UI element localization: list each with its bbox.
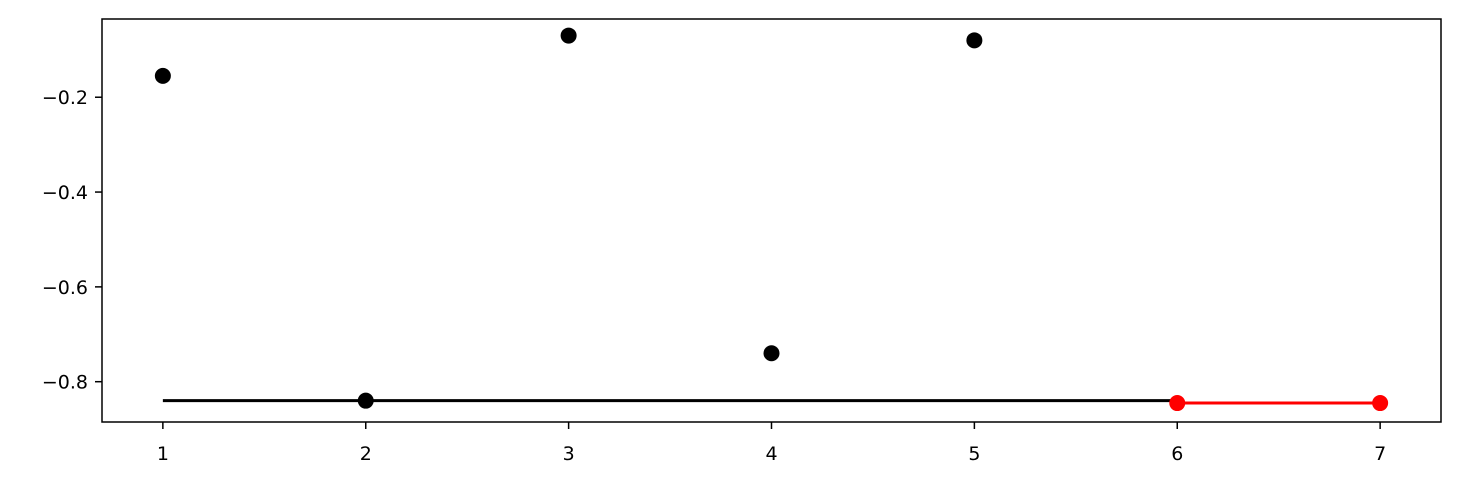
chart-marks <box>154 27 1389 412</box>
x-tick-label-5: 5 <box>968 443 980 465</box>
x-tick-label-7: 7 <box>1374 443 1386 465</box>
x-tick-label-3: 3 <box>563 443 575 465</box>
plot-area-frame <box>101 18 1442 423</box>
x-tick-label-4: 4 <box>765 443 777 465</box>
series-0-point-3 <box>560 27 577 44</box>
y-tick-label-1: −0.4 <box>42 182 88 204</box>
series-0-point-5 <box>966 32 983 49</box>
y-tick-label-2: −0.6 <box>42 277 88 299</box>
series-2-point-1 <box>1169 395 1186 412</box>
x-tick-label-1: 1 <box>157 443 169 465</box>
x-tick-label-2: 2 <box>360 443 372 465</box>
series-0-point-4 <box>763 345 780 362</box>
series-0-point-1 <box>154 67 171 84</box>
y-tick-label-0: −0.2 <box>42 87 88 109</box>
y-tick-label-3: −0.8 <box>42 372 88 394</box>
series-2-point-2 <box>1372 395 1389 412</box>
x-tick-label-6: 6 <box>1171 443 1183 465</box>
chart-axes: 1 2 3 4 5 6 7 −0.2 −0.4 −0.6 −0.8 <box>42 87 1386 465</box>
series-0-point-2 <box>357 392 374 409</box>
